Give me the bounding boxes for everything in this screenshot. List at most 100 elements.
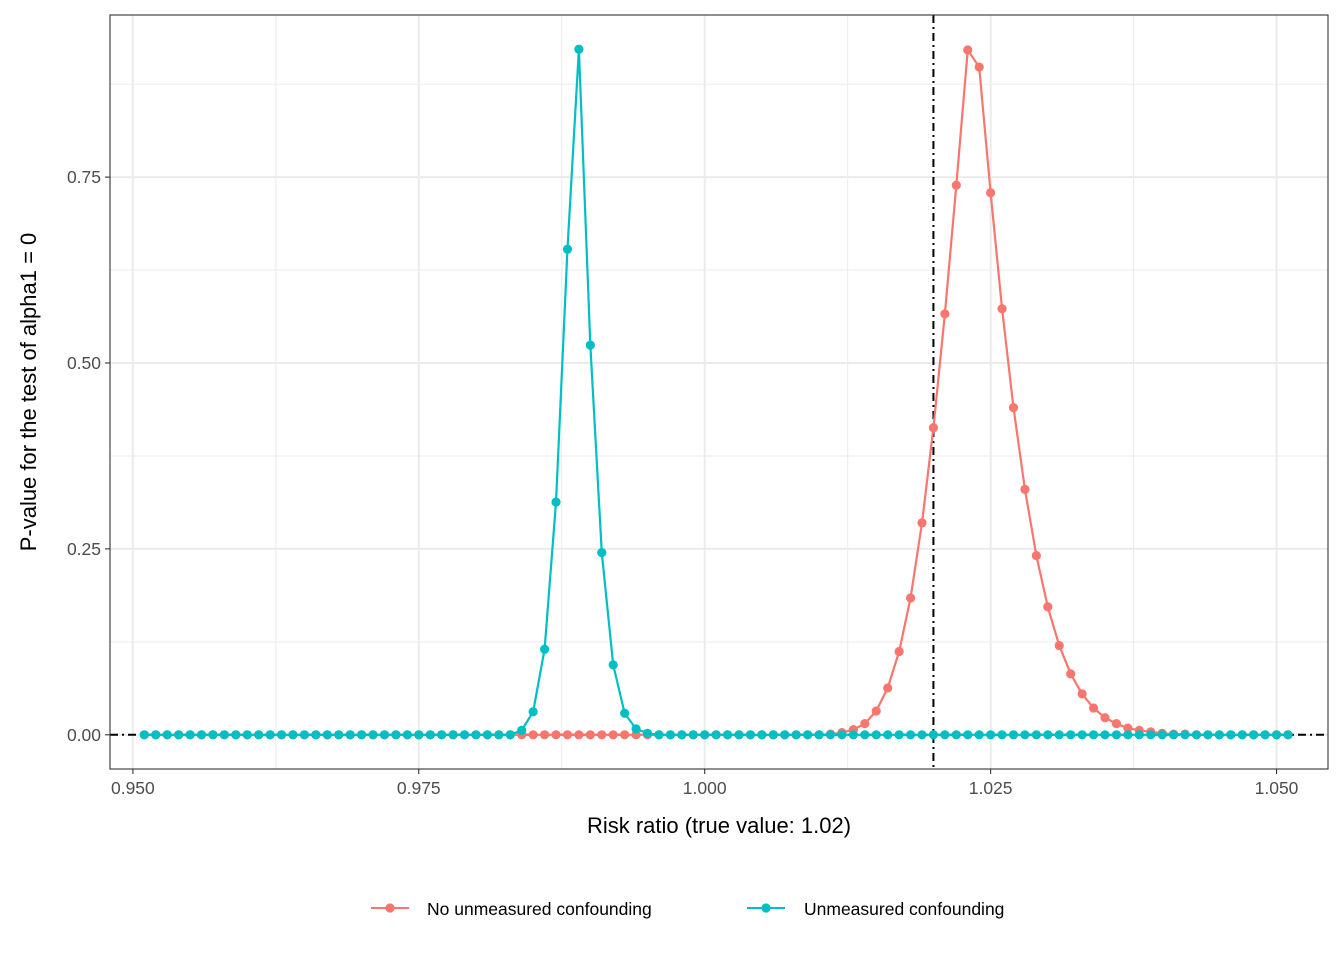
data-point [471, 730, 481, 740]
x-tick-label: 0.975 [397, 778, 441, 798]
data-point [162, 730, 172, 740]
x-tick-label: 1.050 [1255, 778, 1299, 798]
data-point [700, 730, 710, 740]
data-point [791, 730, 801, 740]
data-point [1020, 730, 1030, 740]
data-point [642, 728, 653, 738]
data-point [620, 730, 630, 740]
data-point [208, 730, 218, 740]
data-point [883, 730, 893, 740]
data-point [437, 730, 447, 740]
data-point [1249, 730, 1259, 740]
data-point [997, 730, 1007, 740]
legend-item-unmeasured: Unmeasured confounding [747, 899, 1004, 919]
legend-label-unmeasured: Unmeasured confounding [804, 899, 1004, 919]
data-point [1111, 719, 1122, 729]
data-point [1031, 550, 1041, 561]
data-point [951, 730, 961, 740]
series-1 [139, 44, 1293, 740]
data-point [825, 730, 836, 740]
data-point [963, 730, 973, 740]
data-point [1169, 730, 1179, 740]
data-point [1134, 730, 1144, 740]
series-layer [139, 44, 1293, 740]
data-point [665, 730, 675, 740]
data-point [905, 593, 916, 603]
data-point [871, 706, 881, 716]
data-point [1226, 730, 1236, 740]
data-point [539, 730, 550, 740]
data-point [951, 180, 961, 190]
data-point [608, 730, 618, 740]
data-point [551, 497, 561, 507]
data-point [574, 44, 584, 54]
data-point [311, 730, 321, 740]
data-point [894, 646, 904, 657]
data-point [242, 730, 252, 740]
data-point [940, 730, 950, 740]
data-point [1203, 730, 1213, 740]
data-point [620, 708, 630, 718]
data-point [528, 730, 538, 740]
x-tick-label: 1.025 [969, 778, 1013, 798]
data-point [448, 730, 458, 740]
data-point [1020, 484, 1030, 495]
data-point [151, 730, 161, 740]
data-point [528, 707, 538, 717]
data-point [688, 730, 698, 740]
axis-layer: 0.950 0.975 1.000 1.025 1.050 0.00 0.25 0.50 0.7… [67, 167, 1299, 798]
y-tick-label: 0.25 [67, 539, 101, 559]
data-point [1157, 730, 1167, 740]
data-point [837, 730, 847, 740]
data-point [288, 730, 298, 740]
data-point [631, 724, 641, 734]
data-point [459, 730, 470, 740]
data-point [562, 244, 573, 254]
x-tick-label: 1.000 [683, 778, 727, 798]
data-point [711, 730, 721, 740]
data-point [414, 730, 424, 740]
data-point [1066, 730, 1076, 740]
data-point [745, 730, 756, 740]
data-point [425, 730, 435, 740]
data-point [1260, 730, 1270, 740]
data-point [196, 730, 207, 740]
data-point [757, 730, 767, 740]
x-axis-title: Risk ratio (true value: 1.02) [587, 813, 851, 838]
data-point [597, 730, 607, 740]
data-point [345, 730, 355, 740]
data-point [254, 730, 264, 740]
data-point [1214, 730, 1224, 740]
data-point [1077, 689, 1087, 699]
plot-panel-border [109, 14, 1329, 770]
data-point [768, 730, 778, 740]
data-point [174, 730, 184, 740]
data-point [185, 730, 195, 740]
data-point [1054, 640, 1064, 651]
data-point [848, 730, 858, 740]
data-point [539, 644, 550, 654]
data-point [1283, 730, 1293, 740]
data-point [1100, 713, 1110, 723]
data-point [928, 730, 939, 740]
data-point [505, 730, 515, 740]
data-point [803, 730, 813, 740]
data-point [1111, 730, 1122, 740]
data-point [928, 423, 939, 433]
data-point [334, 730, 344, 740]
data-point [562, 730, 573, 740]
data-point [1008, 403, 1019, 413]
data-point [322, 730, 332, 740]
data-point [1237, 730, 1247, 740]
data-point [654, 730, 664, 740]
data-point [1066, 669, 1076, 679]
data-point [379, 730, 390, 740]
data-point [482, 730, 493, 740]
data-point [974, 62, 984, 72]
data-point [357, 730, 367, 740]
data-point [1088, 730, 1099, 740]
data-point [265, 730, 275, 740]
data-point [585, 730, 595, 740]
data-point [1043, 602, 1053, 612]
